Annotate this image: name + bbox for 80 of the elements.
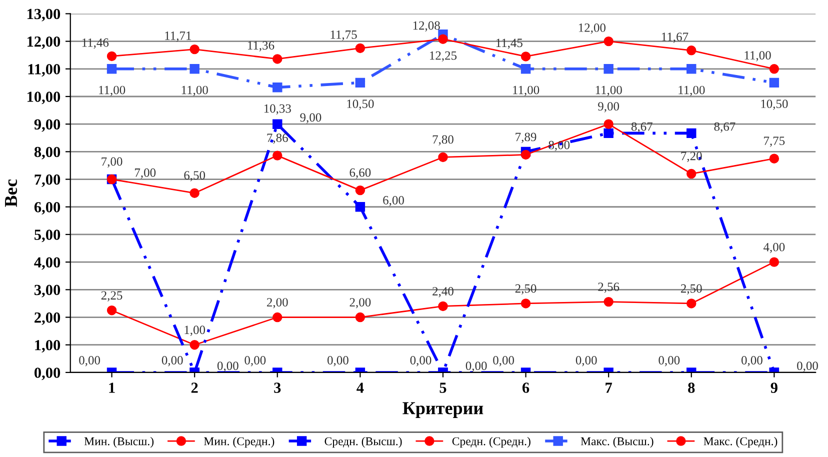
x-tick-label: 4 — [356, 382, 364, 393]
y-tick-label: 1,00 — [35, 340, 60, 353]
data-label: 11,00 — [596, 86, 622, 96]
data-label: 0,00 — [466, 362, 487, 372]
data-label: 11,00 — [678, 86, 705, 96]
data-label: 10,50 — [761, 100, 788, 110]
y-tick-label: 10,00 — [28, 92, 60, 104]
x-axis-title: Критерии — [402, 402, 484, 418]
legend-label: Средн. (Средн.) — [452, 436, 530, 448]
x-tick-label: 9 — [770, 382, 778, 393]
data-label: 11,00 — [99, 86, 126, 96]
data-label: 0,00 — [797, 362, 818, 372]
data-label: 12,00 — [578, 24, 606, 34]
y-tick-label: 6,00 — [34, 202, 60, 215]
data-label: 0,00 — [741, 356, 762, 366]
data-label: 11,00 — [182, 86, 208, 96]
x-tick-label: 7 — [606, 382, 612, 393]
y-tick-label: 8,00 — [34, 146, 60, 160]
y-tick-label: 5,00 — [34, 230, 60, 242]
legend-label: Макс. (Высш.) — [580, 436, 654, 448]
data-label: 0,00 — [79, 356, 100, 366]
y-tick-label: 3,00 — [34, 284, 60, 298]
y-tick-label: 12,00 — [28, 36, 60, 49]
data-label: 0,00 — [493, 356, 514, 366]
data-label: 10,50 — [347, 100, 374, 110]
y-tick-label: 0,00 — [34, 368, 60, 380]
data-label: 11,75 — [330, 30, 357, 41]
data-label: 7,89 — [516, 132, 536, 143]
y-tick-label: 13,00 — [28, 8, 60, 22]
data-label: 8,00 — [548, 140, 570, 152]
x-tick-label: 8 — [688, 382, 695, 393]
data-label: 2,00 — [350, 298, 371, 308]
data-label: 8,67 — [631, 122, 652, 133]
data-label: 2,40 — [432, 287, 454, 298]
data-label: 7,20 — [681, 152, 702, 162]
y-tick-label: 4,00 — [34, 257, 60, 270]
data-label: 11,36 — [248, 41, 274, 52]
data-label: 7,75 — [764, 136, 785, 147]
x-tick-label: 2 — [191, 382, 198, 393]
data-label: 7,00 — [102, 157, 122, 168]
data-label: 2,00 — [266, 298, 288, 308]
data-label: 11,71 — [165, 32, 191, 42]
y-axis-title: Вес — [5, 179, 18, 207]
x-tick-label: 3 — [274, 382, 281, 393]
data-label: 0,00 — [244, 356, 266, 366]
y-tick-label: 2,00 — [34, 312, 60, 325]
data-label: 0,00 — [162, 356, 183, 366]
data-label: 7,86 — [267, 134, 288, 144]
data-label: 2,25 — [101, 291, 122, 302]
legend-label: Макс. (Средн.) — [704, 436, 778, 448]
data-label: 12,25 — [430, 51, 457, 62]
data-label: 8,67 — [714, 122, 736, 133]
data-label: 0,00 — [576, 356, 597, 366]
legend-label: Мин. (Высш.) — [84, 436, 154, 448]
data-label: 0,00 — [410, 356, 432, 366]
data-label: 11,67 — [662, 32, 688, 43]
x-tick-label: 6 — [522, 382, 530, 393]
legend-label: Средн. (Высш.) — [324, 436, 402, 448]
data-label: 6,60 — [350, 168, 371, 179]
data-label: 7,00 — [135, 168, 156, 179]
y-tick-label: 7,00 — [34, 174, 60, 187]
data-label: 9,00 — [598, 102, 620, 112]
y-tick-label: 9,00 — [34, 119, 60, 132]
x-tick-label: 1 — [109, 382, 115, 393]
data-label: 0,00 — [658, 356, 680, 366]
data-label: 6,00 — [383, 196, 404, 206]
data-label: 10,33 — [264, 104, 291, 115]
data-label: 9,00 — [300, 113, 322, 124]
data-label: 7,80 — [432, 135, 454, 146]
data-label: 0,00 — [217, 362, 238, 372]
data-label: 11,00 — [513, 86, 540, 96]
y-tick-label: 11,00 — [28, 64, 60, 77]
legend-label: Мин. (Средн.) — [204, 436, 274, 448]
data-label: 11,00 — [744, 51, 771, 62]
data-label: 4,00 — [763, 242, 785, 254]
data-label: 6,50 — [184, 171, 206, 182]
data-label: 1,00 — [184, 326, 206, 336]
data-label: 12,08 — [413, 21, 440, 32]
x-tick-label: 5 — [440, 382, 446, 393]
data-label: 0,00 — [327, 356, 348, 366]
